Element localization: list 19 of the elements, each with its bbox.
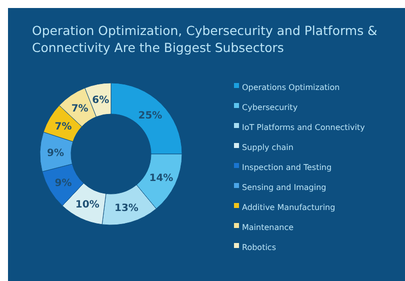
data-label: 13% — [114, 202, 138, 214]
data-label: 7% — [54, 121, 72, 132]
legend-label: Sensing and Imaging — [242, 182, 326, 192]
legend-label: Maintenance — [242, 222, 294, 232]
legend-label: IoT Platforms and Connectivity — [242, 122, 366, 132]
data-label: 7% — [71, 104, 88, 115]
data-label: 25% — [138, 110, 162, 122]
chart-title: Operation Optimization, Cybersecurity and Platforms & Connectivity Are the Biggest Subsectors — [32, 23, 378, 55]
legend-label: Additive Manufacturing — [242, 202, 336, 212]
legend-label: Operations Optimization — [242, 82, 340, 92]
legend-label: Robotics — [242, 242, 276, 252]
data-label: 9% — [54, 178, 72, 189]
legend-label: Inspection and Testing — [242, 162, 332, 172]
data-label: 10% — [75, 200, 100, 211]
data-label: 6% — [92, 94, 110, 106]
legend-label: Cybersecurity — [242, 102, 298, 112]
legend-label: Supply chain — [242, 142, 294, 152]
data-label: 14% — [149, 173, 174, 184]
data-label: 9% — [47, 148, 64, 159]
